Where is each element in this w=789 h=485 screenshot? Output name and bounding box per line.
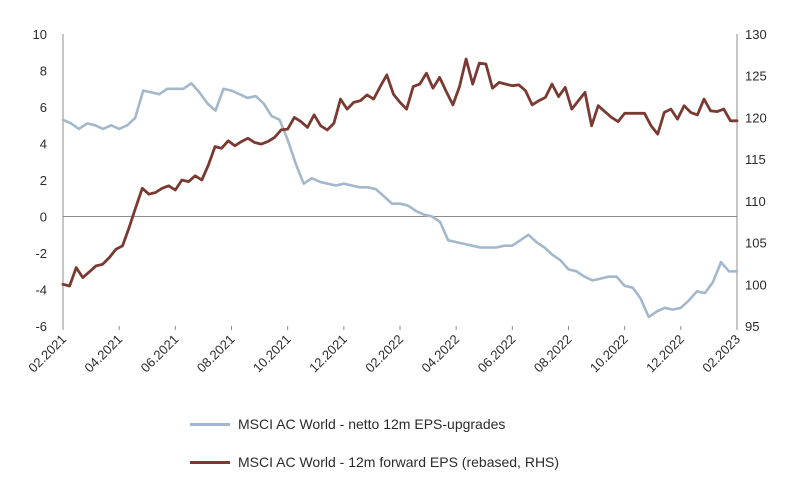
y-right-tick-label: 100: [745, 277, 767, 292]
x-tick-label: 10.2022: [587, 332, 631, 376]
legend-item-forward-eps: MSCI AC World - 12m forward EPS (rebased…: [190, 454, 559, 470]
series-line-forward-eps: [61, 57, 739, 288]
x-tick-label: 04.2021: [81, 332, 125, 376]
y-left-tick-label: -2: [35, 246, 47, 261]
y-left-tick-label: 10: [33, 27, 47, 42]
x-tick-label: 02.2022: [362, 332, 406, 376]
x-tick-label: 02.2021: [25, 332, 69, 376]
x-tick-label: 12.2022: [643, 332, 687, 376]
y-left-tick-label: 6: [40, 100, 47, 115]
x-tick-label: 08.2022: [531, 332, 575, 376]
legend-label-eps-upgrades: MSCI AC World - netto 12m EPS-upgrades: [238, 416, 506, 432]
legend-swatch-brown: [190, 460, 230, 464]
x-tick-label: 04.2022: [418, 332, 462, 376]
chart-lines: [61, 57, 739, 319]
x-tick-label: 06.2022: [475, 332, 519, 376]
x-tick-label: 02.2023: [699, 332, 743, 376]
y-right-tick-label: 95: [745, 319, 759, 334]
y-left-tick-label: 2: [40, 173, 47, 188]
y-right-tick-label: 130: [745, 27, 767, 42]
y-left-tick-label: 0: [40, 210, 47, 225]
legend-item-eps-upgrades: MSCI AC World - netto 12m EPS-upgrades: [190, 416, 505, 432]
x-tick-label: 10.2021: [250, 332, 294, 376]
legend-swatch-blue: [190, 422, 230, 426]
y-right-tick-label: 125: [745, 69, 767, 84]
y-right-tick-label: 110: [745, 194, 766, 209]
chart-axes: [62, 34, 738, 330]
y-right-tick-label: 120: [745, 110, 767, 125]
y-left-tick-label: -4: [35, 283, 47, 298]
y-right-tick-label: 115: [745, 152, 766, 167]
x-tick-label: 08.2021: [194, 332, 238, 376]
y-left-tick-label: 4: [40, 137, 47, 152]
y-left-tick-label: -6: [35, 319, 47, 334]
y-right-tick-label: 105: [745, 236, 767, 251]
legend-label-forward-eps: MSCI AC World - 12m forward EPS (rebased…: [238, 454, 560, 470]
series-line-eps-upgrades: [61, 82, 739, 319]
x-tick-label: 12.2021: [306, 332, 350, 376]
y-left-tick-label: 8: [40, 64, 47, 79]
x-tick-label: 06.2021: [138, 332, 182, 376]
